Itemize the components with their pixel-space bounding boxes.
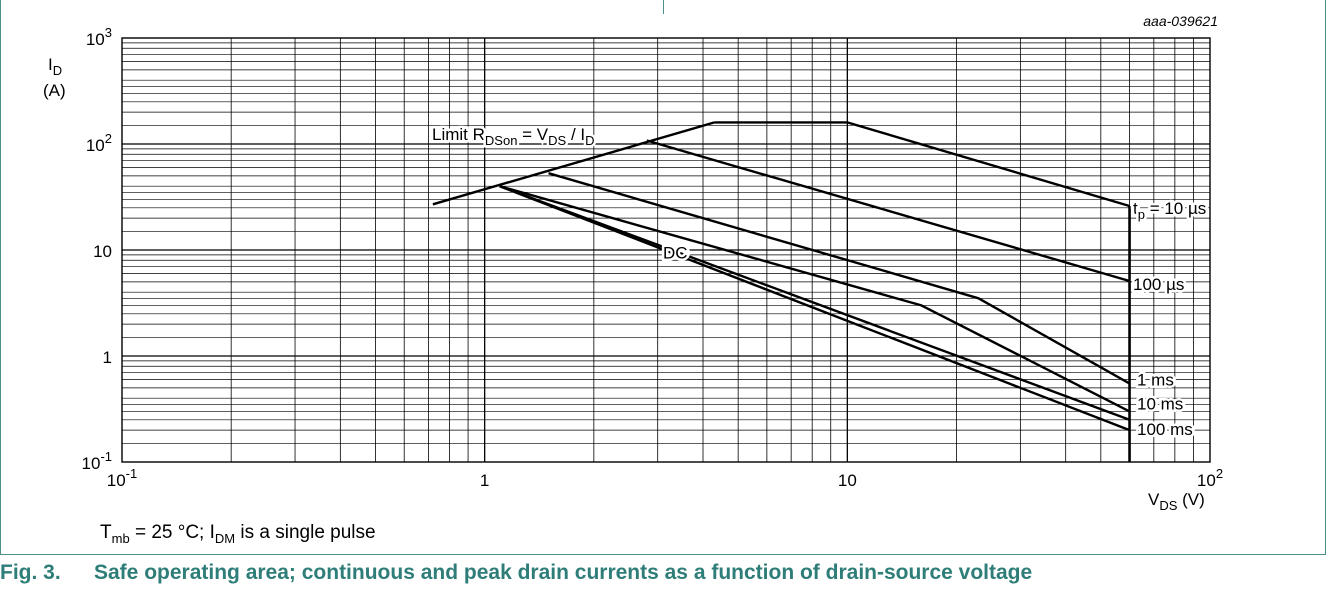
note-mid: = 25 °C; I (130, 522, 215, 543)
x-tick-label: 1 (480, 471, 489, 490)
y-tick-label: 1 (103, 348, 112, 367)
x-tick-label: 10 (838, 471, 857, 490)
caption-number: Fig. 3. (0, 561, 94, 585)
note-t-sub: mb (112, 531, 130, 546)
chart-ticks: 10-1 1 10 102 10-1 1 10 102 103 ID (A) VDS (V) (43, 25, 1223, 513)
y-tick-label: 102 (86, 131, 112, 155)
y-tick-label: 10 (93, 242, 112, 261)
soa-curve-tp-10-s (714, 122, 1129, 206)
caption-text: Safe operating area; continuous and peak… (94, 561, 1032, 584)
note-end: is a single pulse (235, 522, 375, 543)
y-tick-label: 103 (86, 25, 112, 49)
x-tick-label: 10-1 (107, 466, 137, 490)
figure-caption: Fig. 3. Safe operating area; continuous a… (0, 561, 1032, 585)
curve-label: tp = 10 µs (1133, 199, 1206, 222)
note-t: T (100, 522, 112, 543)
x-tick-label: 102 (1197, 466, 1223, 490)
curve-label: 10 ms (1137, 394, 1183, 413)
soa-curve-1-ms (549, 173, 1130, 383)
figure-id: aaa-039621 (1143, 13, 1218, 29)
y-axis-unit: (A) (43, 81, 66, 100)
conditions-note: Tmb = 25 °C; IDM is a single pulse (100, 522, 376, 546)
curve-label: 1 ms (1137, 371, 1174, 390)
x-axis-label: VDS (V) (1148, 490, 1205, 513)
curve-label: 100 ms (1137, 420, 1193, 439)
note-i-sub: DM (215, 531, 235, 546)
y-tick-label: 10-1 (82, 449, 112, 473)
curve-label: 100 µs (1133, 275, 1184, 294)
curve-label: DC (663, 244, 688, 263)
y-axis-label: ID (48, 55, 62, 78)
